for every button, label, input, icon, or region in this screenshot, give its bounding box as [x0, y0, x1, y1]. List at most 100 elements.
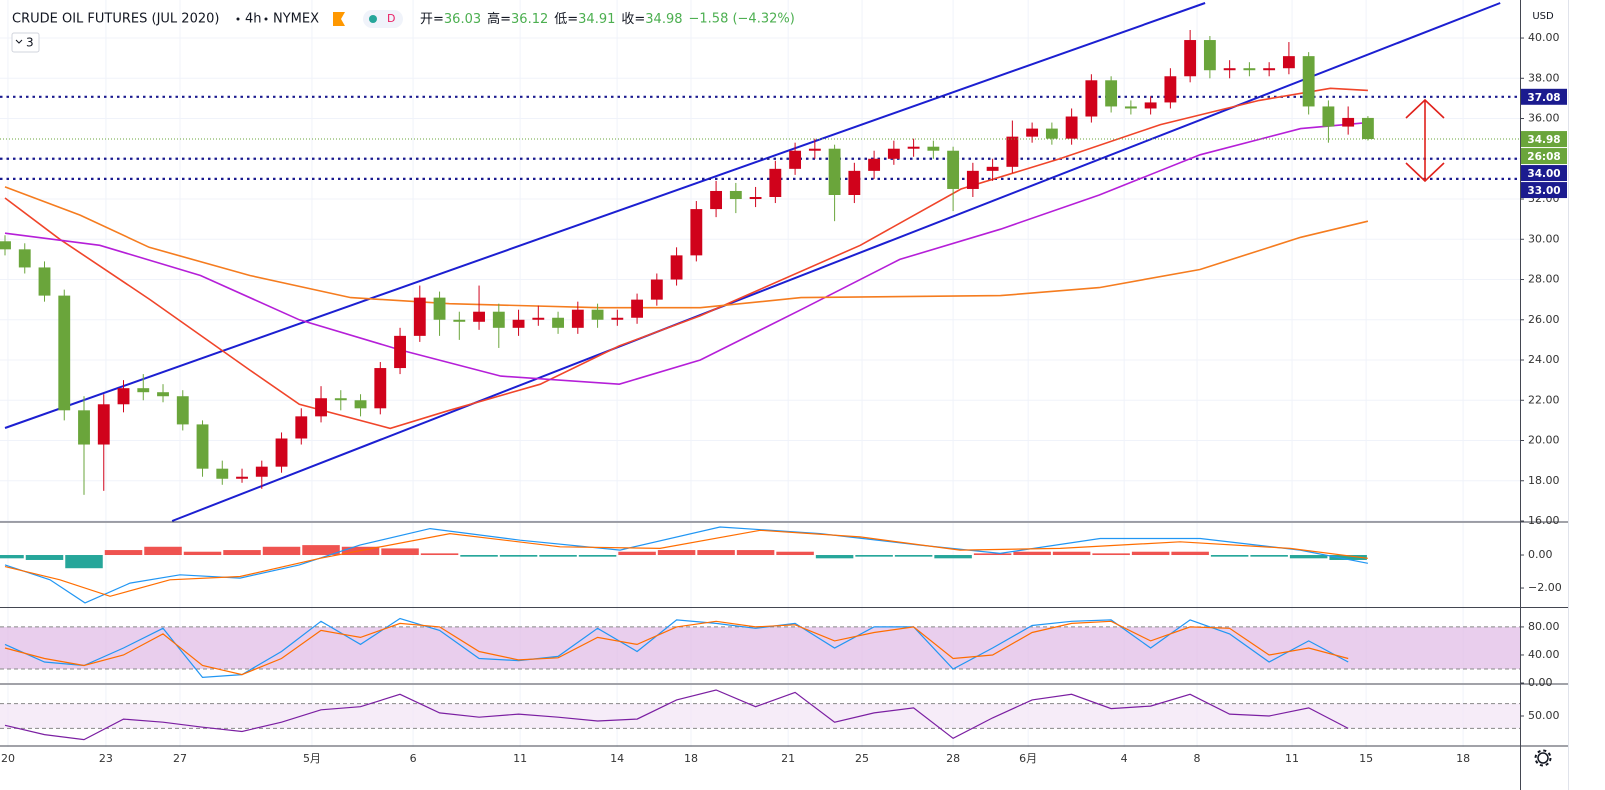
candle-body	[78, 410, 90, 445]
histogram-bar	[25, 555, 64, 560]
candle-body	[1184, 40, 1197, 77]
histogram-bar	[1052, 551, 1091, 556]
candle-body	[0, 241, 11, 250]
y-tick-label: 18.00	[1528, 474, 1560, 487]
histogram-bar	[973, 553, 1012, 556]
candle-body	[927, 146, 940, 151]
axis-layer: 20 23 27 5月 6 11 14 18 21 25 28 6月 4 8 11 15 18 40.00 38.0…	[1, 31, 1567, 765]
level-label-box	[1521, 165, 1567, 182]
candle-body	[1026, 128, 1039, 137]
candle-body	[887, 148, 900, 159]
histogram-bar	[697, 550, 735, 556]
candle-body	[611, 317, 624, 320]
candle-body	[1342, 117, 1355, 127]
level-label: 37.08	[1527, 92, 1560, 104]
ohlc-label: 高=	[487, 11, 511, 27]
candle-body	[255, 466, 268, 477]
ohlc-item: 开=36.03	[420, 12, 481, 27]
interval: 4h	[245, 12, 262, 27]
candle-body	[769, 168, 782, 198]
x-tick-label: 28	[946, 752, 960, 765]
candle-body	[1282, 56, 1295, 69]
x-tick-label: 4	[1121, 752, 1128, 765]
ohlc-label: 开=	[420, 12, 444, 27]
range-arrow	[1405, 98, 1445, 183]
candle-body	[1065, 116, 1078, 139]
candle-body	[729, 190, 742, 200]
y-tick-label: 38.00	[1528, 71, 1560, 84]
status-badge	[363, 10, 403, 28]
y-tick-label: 0.00	[1528, 676, 1553, 689]
candle-body	[1164, 76, 1177, 103]
y-tick-label: 36.00	[1528, 112, 1560, 125]
candle-body	[670, 255, 683, 280]
chevron	[15, 39, 23, 44]
candle-body	[374, 368, 387, 409]
histogram-bar	[460, 555, 498, 557]
histogram-bar	[657, 550, 696, 556]
indicator-toggle[interactable]	[11, 32, 40, 53]
candle-body	[828, 148, 841, 195]
y-tick-label: 20.00	[1528, 434, 1560, 447]
candle-body	[157, 392, 169, 397]
candle-body	[1124, 106, 1137, 109]
ohlc-label: 收=	[621, 12, 645, 27]
moving-average	[4, 121, 1368, 386]
y-tick-label: 50.00	[1528, 709, 1560, 722]
y-tick-label: 0.00	[1528, 548, 1553, 561]
candle-body	[354, 400, 367, 409]
band	[0, 703, 1520, 729]
stoch-line	[4, 620, 1349, 676]
settings-icon[interactable]	[1534, 749, 1552, 767]
y-tick-label: 16.00	[1528, 514, 1560, 527]
candle-body	[631, 299, 643, 318]
histogram-bar	[302, 545, 340, 556]
trendline	[171, 2, 1501, 522]
candle-body	[1045, 128, 1058, 139]
status-dot	[369, 15, 377, 23]
candle-body	[176, 396, 189, 425]
candle-body	[334, 398, 347, 401]
candle-body	[532, 317, 545, 320]
candle-body	[1006, 136, 1019, 167]
moving-average	[4, 186, 1369, 309]
candle-body	[196, 424, 209, 469]
candle-body	[394, 335, 406, 369]
y-tick-label: 40.00	[1528, 648, 1560, 661]
candle-body	[117, 388, 130, 405]
ohlc: 开=36.03 高=36.12 低=34.91 收=34.98	[420, 11, 683, 27]
histogram-bar	[894, 555, 933, 557]
histogram-bar	[934, 555, 972, 559]
ohlc-item: 高=36.12	[487, 11, 548, 27]
y-tick-label: 80.00	[1528, 620, 1560, 633]
ohlc-value: 36.12	[511, 12, 548, 27]
ohlc-value: 34.98	[645, 12, 682, 27]
histogram-bar	[65, 555, 103, 569]
countdown-label-box	[1521, 148, 1567, 165]
candle-body	[808, 148, 821, 151]
change: −1.58 (−4.32%)	[689, 12, 795, 27]
ohlc-item: 收=34.98	[621, 12, 682, 27]
x-tick-label: 8	[1194, 752, 1201, 765]
x-tick-label: 6	[410, 752, 417, 765]
x-tick-label: 21	[781, 752, 795, 765]
candle-body	[591, 309, 604, 320]
x-tick-label: 18	[1456, 752, 1470, 765]
x-tick-label: 11	[513, 752, 527, 765]
candle-body	[1263, 68, 1276, 71]
candle-body	[236, 476, 248, 479]
candle-body	[1223, 68, 1236, 71]
x-tick-label: 27	[173, 752, 187, 765]
marks-layer	[0, 2, 1520, 741]
x-tick-label: 20	[1, 752, 15, 765]
candle-body	[137, 388, 150, 393]
x-tick-label: 25	[855, 752, 869, 765]
candle-body	[1144, 102, 1157, 109]
candle-body	[947, 150, 960, 189]
countdown-label: 26:08	[1527, 151, 1560, 163]
histogram-bar	[1092, 553, 1130, 556]
ohlc-item: 低=34.91	[554, 12, 615, 27]
x-tick-label: 14	[610, 752, 624, 765]
candle-body	[552, 317, 564, 328]
